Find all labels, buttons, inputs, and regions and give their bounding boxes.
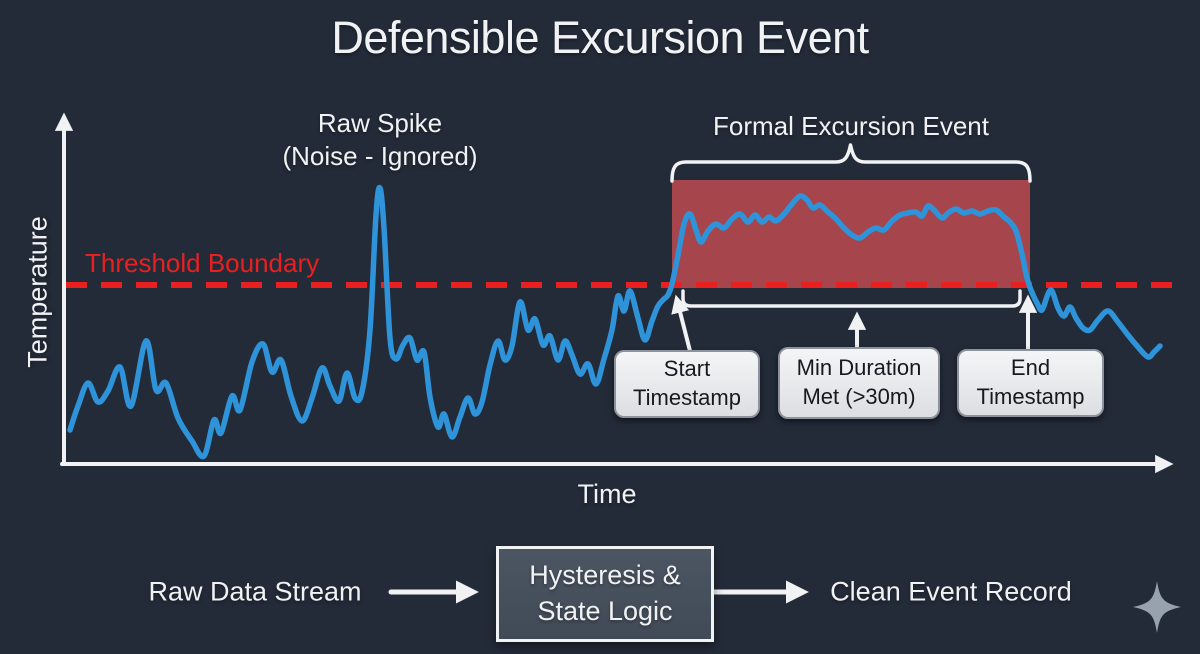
flow-output-label: Clean Event Record	[830, 576, 1072, 607]
min-duration-line1: Min Duration	[796, 355, 922, 381]
y-axis-label: Temperature	[22, 216, 53, 368]
process-line2: State Logic	[537, 596, 673, 626]
raw-spike-line1: Raw Spike	[317, 108, 443, 138]
start-timestamp-line2: Timestamp	[633, 385, 741, 410]
min-duration-callout: Min Duration Met (>30m)	[778, 347, 940, 419]
flow-input-label: Raw Data Stream	[148, 576, 362, 607]
duration-bracket	[681, 289, 1022, 308]
excursion-brace	[670, 143, 1032, 183]
raw-spike-line2: (Noise - Ignored)	[282, 141, 478, 172]
start-timestamp-arrow	[671, 294, 692, 353]
page-title: Defensible Excursion Event	[331, 12, 869, 63]
sparkle-icon	[1133, 581, 1181, 633]
end-timestamp-line1: End	[1010, 355, 1051, 381]
raw-spike-annotation: Raw Spike (Noise - Ignored)	[282, 107, 477, 174]
end-timestamp-callout: End Timestamp	[957, 349, 1104, 417]
end-timestamp-line2: Timestamp	[976, 384, 1085, 409]
min-duration-line2: Met (>30m)	[802, 384, 916, 409]
threshold-label: Threshold Boundary	[85, 248, 320, 278]
process-box: Hysteresis & State Logic	[496, 546, 714, 642]
temperature-curve	[67, 184, 1163, 460]
start-timestamp-line1: Start	[663, 356, 711, 382]
x-axis-label: Time	[577, 479, 637, 509]
process-line1: Hysteresis &	[529, 560, 681, 591]
start-timestamp-callout: Start Timestamp	[614, 350, 760, 418]
formal-event-annotation: Formal Excursion Event	[713, 111, 989, 141]
